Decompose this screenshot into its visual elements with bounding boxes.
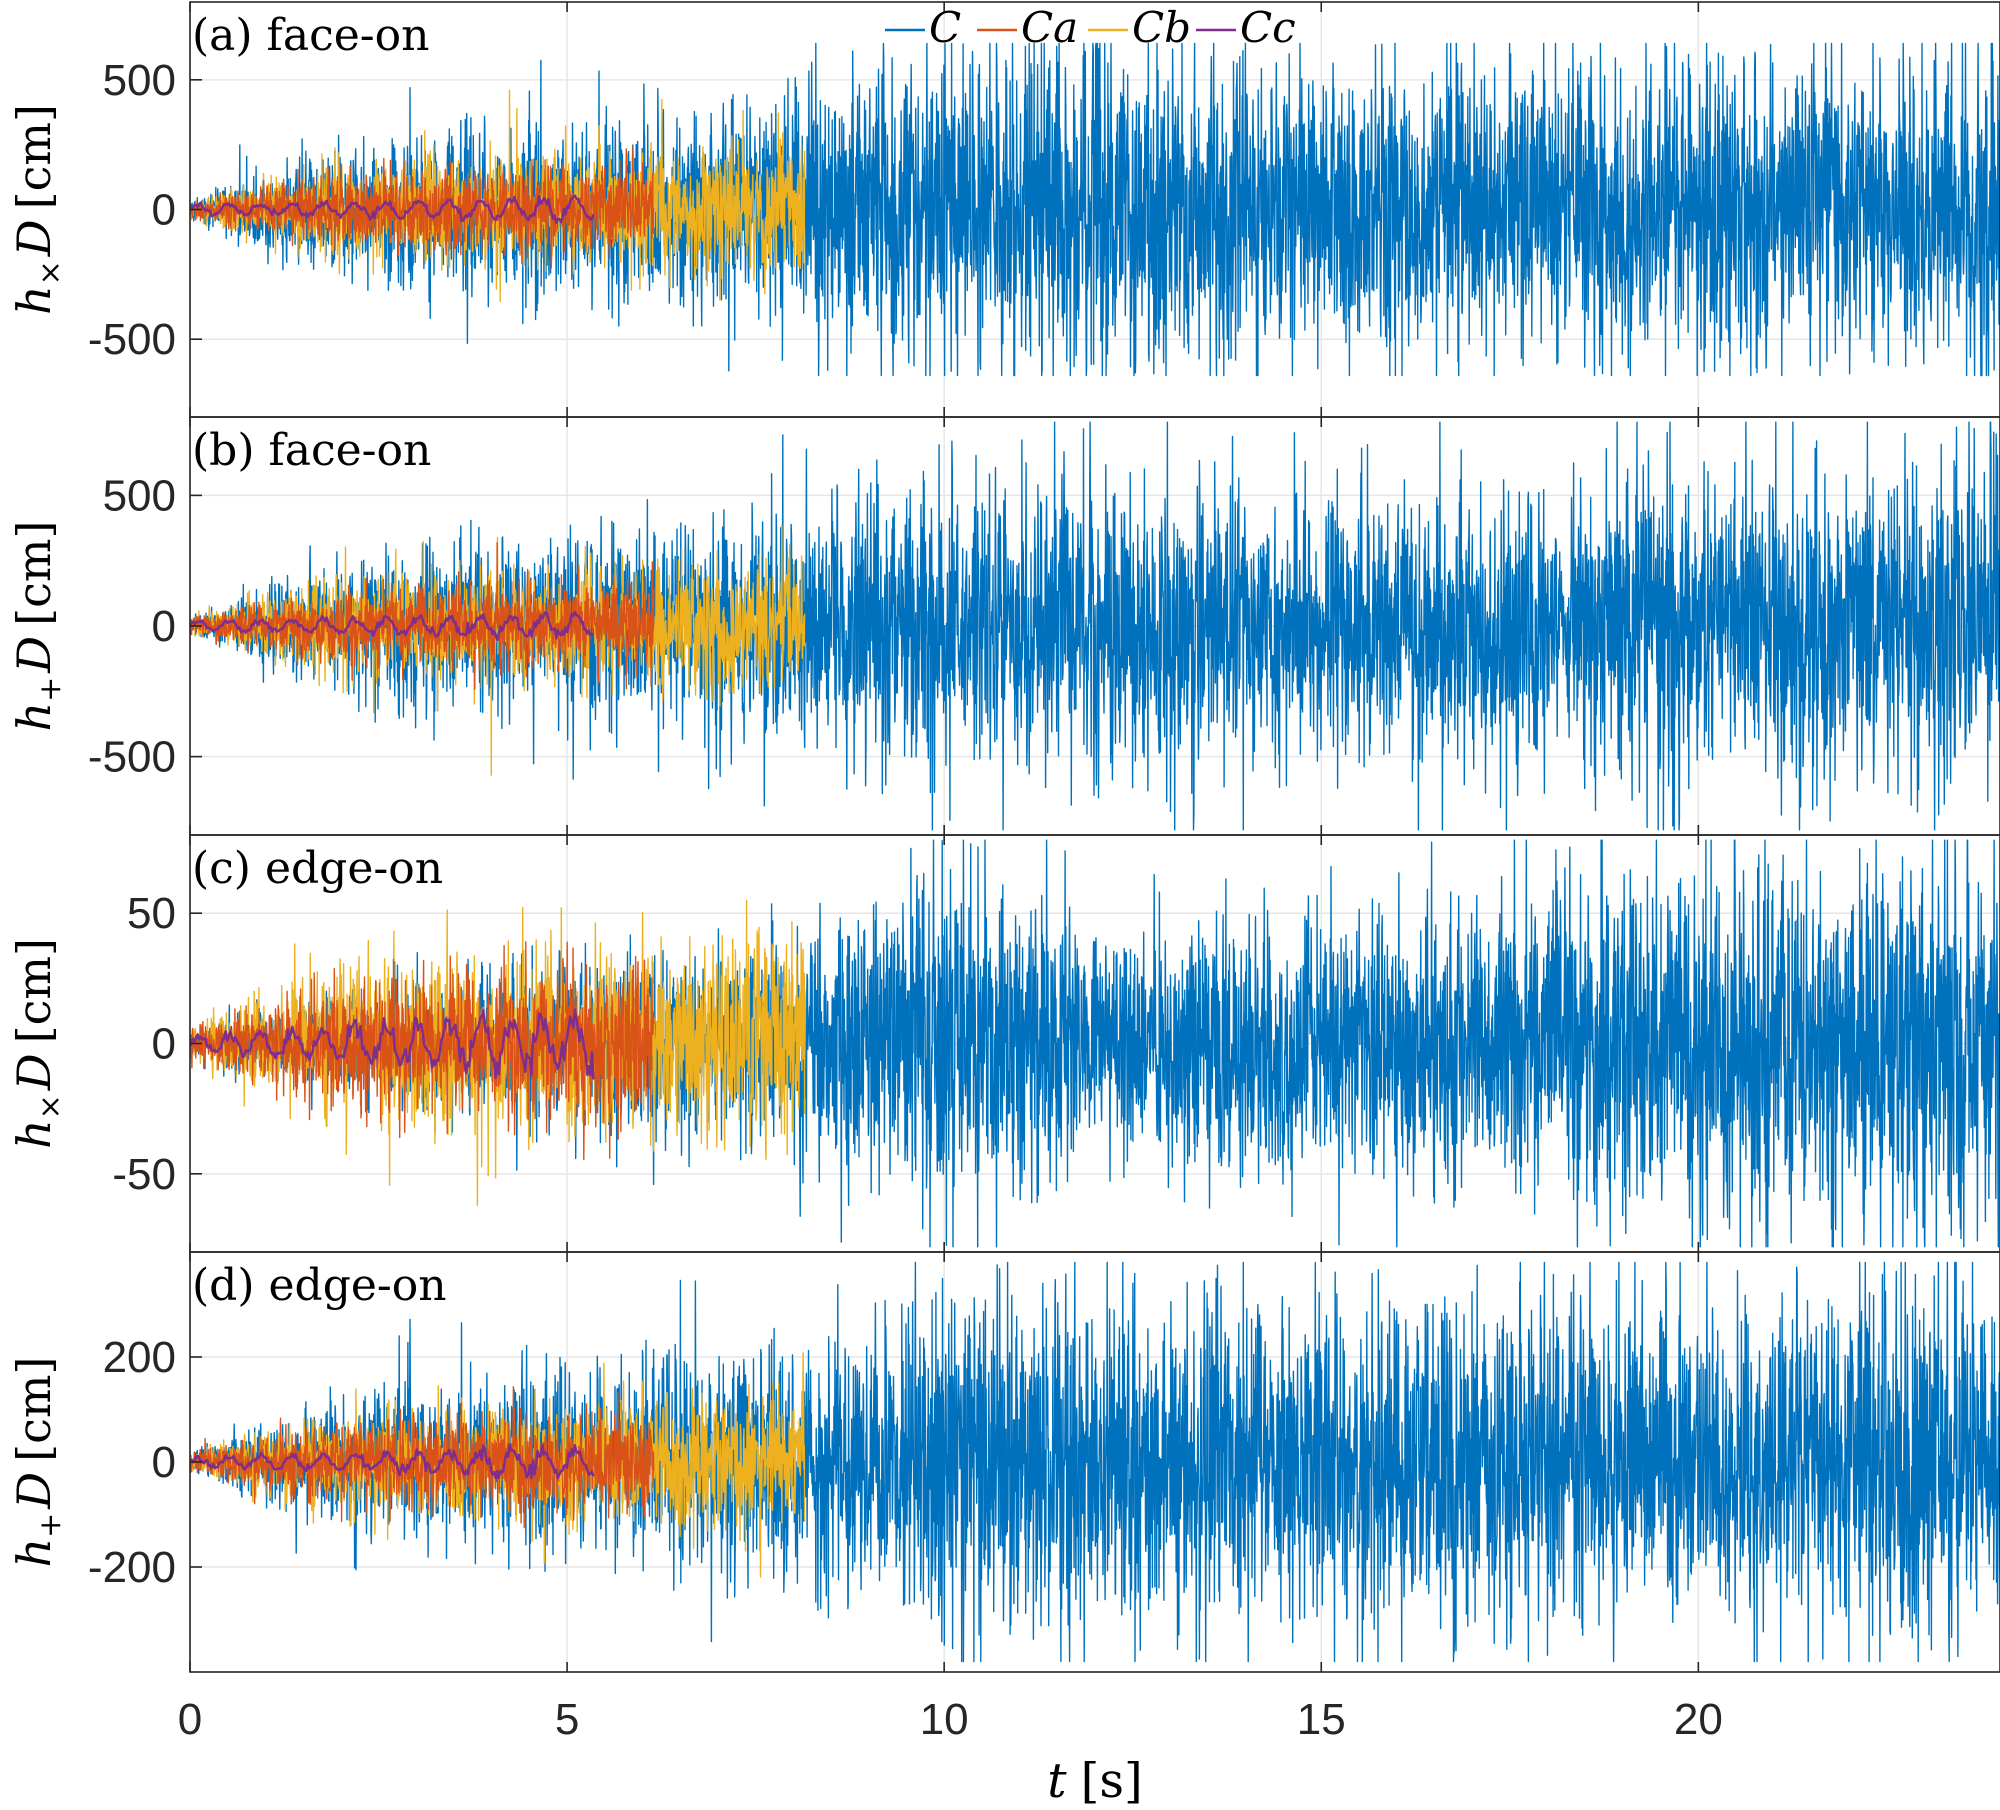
legend-entry-Cc: Cc <box>1240 3 1296 52</box>
x-tick-label: 20 <box>1674 1695 1723 1744</box>
series-Cc-line-d <box>190 1443 595 1480</box>
series-Cc-line-b <box>190 610 595 642</box>
y-tick-label-c: -50 <box>112 1150 176 1199</box>
y-tick-label-c: 0 <box>152 1020 176 1069</box>
y-tick-label-a: 500 <box>103 56 176 105</box>
x-axis-label: t [s] <box>1047 1753 1142 1809</box>
series-group-d <box>190 1261 2000 1663</box>
series-Cc-line-c <box>190 1008 595 1080</box>
y-tick-label-a: 0 <box>152 186 176 235</box>
y-tick-label-d: -200 <box>88 1543 176 1592</box>
series-group-b <box>190 421 2000 831</box>
y-tick-label-d: 200 <box>103 1333 176 1382</box>
panel-title-c: (c) edge-on <box>192 843 443 894</box>
legend-entry-Cb: Cb <box>1132 3 1191 52</box>
series-group-c <box>190 839 2000 1248</box>
legend: C Ca Cb Cc <box>885 3 1296 52</box>
y-tick-label-b: 0 <box>152 602 176 651</box>
y-axis-label-a: h×D[cm] <box>7 104 68 315</box>
legend-entry-Ca: Ca <box>1021 3 1078 52</box>
panel-title-b: (b) face-on <box>192 425 431 476</box>
panel-title-d: (d) edge-on <box>192 1260 447 1311</box>
series-Ca-line-a <box>190 146 655 269</box>
x-tick-label: 0 <box>178 1695 202 1744</box>
y-tick-label-b: 500 <box>103 471 176 520</box>
y-tick-label-d: 0 <box>152 1438 176 1487</box>
panel-c: -50 0 50 (c) edge-on h×D[cm] <box>7 834 2000 1253</box>
y-tick-label-a: -500 <box>88 315 176 364</box>
legend-entry-C: C <box>929 3 961 52</box>
y-axis-label-d: h+D[cm] <box>7 1357 68 1568</box>
series-C-line-b <box>190 421 2000 831</box>
panel-b: -500 0 500 (b) face-on h+D[cm] <box>7 416 2000 836</box>
y-axis-label-c: h×D[cm] <box>7 938 68 1149</box>
x-tick-label: 5 <box>555 1695 579 1744</box>
x-tick-label: 10 <box>920 1695 969 1744</box>
series-group-a <box>190 42 2000 377</box>
series-Ca-line-c <box>190 941 655 1161</box>
series-Cc-line-a <box>190 194 595 224</box>
y-axis-label-b: h+D[cm] <box>7 521 68 732</box>
x-axis: 0 5 10 15 20 <box>178 1695 1723 1744</box>
y-tick-label-b: -500 <box>88 733 176 782</box>
y-tick-label-c: 50 <box>127 889 176 938</box>
panel-d: -200 0 200 (d) edge-on h+D[cm] <box>7 1251 2000 1673</box>
panel-a: -500 0 500 (a) face-on h×D[cm] <box>7 1 2000 418</box>
panel-title-a: (a) face-on <box>192 10 429 61</box>
x-tick-label: 15 <box>1297 1695 1346 1744</box>
